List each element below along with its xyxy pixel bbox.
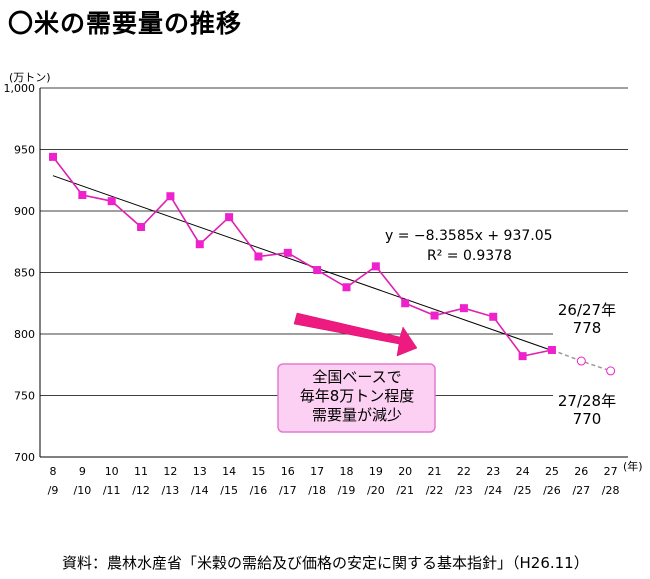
x-tick-label: /24	[484, 484, 502, 497]
data-point	[254, 252, 263, 261]
data-point	[371, 262, 380, 271]
x-tick-label: /27	[572, 484, 590, 497]
data-point	[195, 240, 204, 249]
x-tick-label: /19	[338, 484, 356, 497]
forecast-point	[576, 356, 586, 366]
x-tick-label: /11	[103, 484, 121, 497]
x-tick-label: 8	[50, 465, 57, 478]
x-tick-label: /9	[48, 484, 59, 497]
page-title: 〇米の需要量の推移	[8, 9, 243, 38]
callout-line-2: 毎年8万トン程度	[300, 387, 415, 405]
y-tick-label: 750	[14, 390, 35, 403]
data-point	[342, 283, 351, 292]
x-tick-label: 17	[310, 465, 324, 478]
data-point	[518, 352, 527, 361]
data-point	[401, 299, 410, 308]
x-tick-label: 21	[428, 465, 442, 478]
x-unit-label: (年)	[623, 459, 643, 473]
x-tick-label: /28	[602, 484, 620, 497]
source-note: 資料：農林水産省「米穀の需給及び価格の安定に関する基本指針」（H26.11）	[62, 554, 589, 572]
y-tick-label: 700	[14, 451, 35, 464]
data-point	[225, 213, 234, 222]
x-tick-label: 16	[281, 465, 295, 478]
x-tick-label: 11	[134, 465, 148, 478]
x-tick-label: /20	[367, 484, 385, 497]
x-tick-label: 22	[457, 465, 471, 478]
y-tick-label: 900	[14, 205, 35, 218]
y-tick-label: 800	[14, 328, 35, 341]
data-point	[137, 222, 146, 231]
data-point	[430, 311, 439, 320]
data-point	[49, 152, 57, 161]
x-tick-label: /15	[220, 484, 238, 497]
x-tick-label: /23	[455, 484, 473, 497]
y-tick-labels: 1,000 950 900 850 800 750 700	[4, 82, 36, 464]
trend-equation: y = −8.3585x + 937.05	[385, 228, 553, 244]
x-tick-label: /16	[250, 484, 268, 497]
x-tick-label: 10	[105, 465, 119, 478]
data-point	[547, 345, 556, 354]
x-tick-label: /22	[426, 484, 444, 497]
y-tick-label: 1,000	[4, 82, 36, 95]
data-point	[166, 192, 175, 201]
series-lines	[52, 156, 611, 372]
data-point	[489, 312, 498, 321]
annotation-2728-value: 770	[573, 410, 602, 428]
x-tick-label: 18	[340, 465, 354, 478]
x-tick-label: /26	[543, 484, 561, 497]
data-point	[283, 248, 292, 257]
x-tick-labels: 8/9 9/10 10/11 11/12 12/13 13/14 14/15 15/16 16 /…	[48, 465, 620, 497]
y-tick-label: 850	[14, 267, 35, 280]
x-tick-label: 14	[222, 465, 236, 478]
x-tick-label: 23	[486, 465, 500, 478]
data-point	[313, 266, 322, 275]
x-tick-label: 13	[193, 465, 207, 478]
x-tick-label: 25	[545, 465, 559, 478]
x-tick-label: 15	[251, 465, 265, 478]
annotation-2627-year: 26/27年	[558, 301, 616, 319]
series-markers	[49, 152, 616, 376]
trend-r2: R² = 0.9378	[427, 248, 512, 264]
x-tick-label: 24	[516, 465, 530, 478]
data-point	[78, 191, 87, 200]
data-point	[107, 197, 116, 206]
decrease-arrow	[293, 312, 418, 357]
x-tick-label: /25	[514, 484, 532, 497]
series-line	[52, 156, 553, 358]
x-tick-label: /13	[162, 484, 180, 497]
forecast-point	[606, 366, 616, 376]
y-unit-label: (万トン)	[9, 71, 51, 84]
callout-line-3: 需要量が減少	[312, 406, 402, 424]
trendline	[52, 175, 553, 351]
x-tick-label: 27	[604, 465, 618, 478]
x-tick-label: /17	[279, 484, 297, 497]
data-point	[459, 304, 468, 313]
x-tick-label: /12	[132, 484, 150, 497]
x-tick-label: 20	[398, 465, 412, 478]
annotation-2728-year: 27/28年	[558, 392, 616, 410]
x-tick-label: /21	[396, 484, 414, 497]
x-tick-label: 12	[163, 465, 177, 478]
x-tick-label: 26	[574, 465, 588, 478]
trendline-path	[52, 175, 553, 351]
callout-box	[277, 363, 436, 433]
x-tick-label: 19	[369, 465, 383, 478]
x-tick-label: 9	[79, 465, 86, 478]
x-tick-label: /10	[73, 484, 91, 497]
x-tick-label: /14	[191, 484, 209, 497]
callout-line-1: 全国ベースで	[312, 368, 401, 386]
annotation-2627-value: 778	[573, 319, 602, 337]
y-tick-label: 950	[14, 144, 35, 157]
x-tick-label: /18	[308, 484, 326, 497]
